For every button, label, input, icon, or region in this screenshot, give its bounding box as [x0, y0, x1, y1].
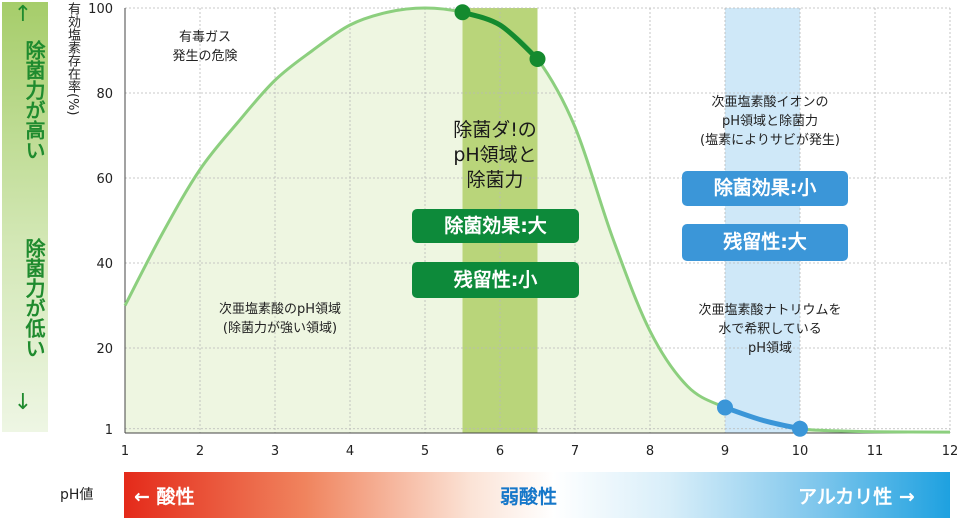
highlight-point [792, 420, 808, 437]
acidic-label: ← 酸性 [134, 486, 195, 508]
ion-effect-badge: 除菌効果:小 [682, 171, 848, 206]
ion-range-segment [722, 405, 803, 432]
product-range-segment [460, 9, 540, 62]
alkaline-label: アルカリ性 → [798, 486, 915, 508]
y-tick-label: 100 [88, 2, 113, 17]
x-tick-label: 3 [271, 444, 279, 459]
acid-region-note: 次亜塩素酸のpH領域 (除菌力が強い領域) [218, 302, 342, 336]
arrow-down-icon: ↓ [13, 390, 33, 415]
high-efficacy-label: 除菌力が高い [22, 40, 46, 160]
x-tick-label: 8 [646, 444, 654, 459]
y-tick-label: 80 [96, 87, 113, 102]
x-tick-label: 12 [942, 444, 959, 459]
toxic-gas-note: 有毒ガス 発生の危険 [172, 30, 238, 64]
product-residual-badge: 残留性:小 [412, 262, 579, 298]
x-tick-label: 7 [571, 444, 579, 459]
y-tick-label: 20 [96, 342, 113, 357]
x-tick-label: 1 [121, 444, 129, 459]
x-tick-label: 5 [421, 444, 429, 459]
weak-acid-label: 弱酸性 [500, 486, 558, 508]
x-tick-label: 9 [721, 444, 729, 459]
y-tick-label: 60 [96, 172, 113, 187]
y-tick-label: 1 [105, 423, 113, 438]
sodium-region-note: 次亜塩素酸ナトリウムを 水で希釈している pH領域 [698, 303, 842, 356]
x-tick-label: 4 [346, 444, 354, 459]
y-axis-label: 有効塩素存在率(%) [65, 2, 80, 116]
low-efficacy-label: 除菌力が低い [22, 238, 46, 358]
x-tick-label: 2 [196, 444, 204, 459]
x-tick-label: 6 [496, 444, 504, 459]
ion-region-note: 次亜塩素酸イオンの pH領域と除菌力 (塩素によりサビが発生) [700, 95, 840, 148]
ion-residual-badge: 残留性:大 [682, 224, 848, 261]
arrow-up-icon: ↑ [13, 2, 33, 27]
product-effect-badge: 除菌効果:大 [412, 209, 579, 243]
y-tick-label: 40 [96, 257, 113, 272]
ph-value-label: pH値 [60, 487, 94, 503]
product-title: 除菌ダ!の pH領域と 除菌力 [453, 119, 537, 191]
band-blue [725, 8, 800, 433]
side-indicator-bar [2, 2, 48, 432]
x-tick-label: 10 [792, 444, 809, 459]
x-tick-label: 11 [867, 444, 884, 459]
highlight-point [717, 399, 733, 416]
highlight-point [529, 51, 546, 67]
acidity-gradient-bar [124, 472, 950, 518]
highlight-point [454, 4, 471, 21]
